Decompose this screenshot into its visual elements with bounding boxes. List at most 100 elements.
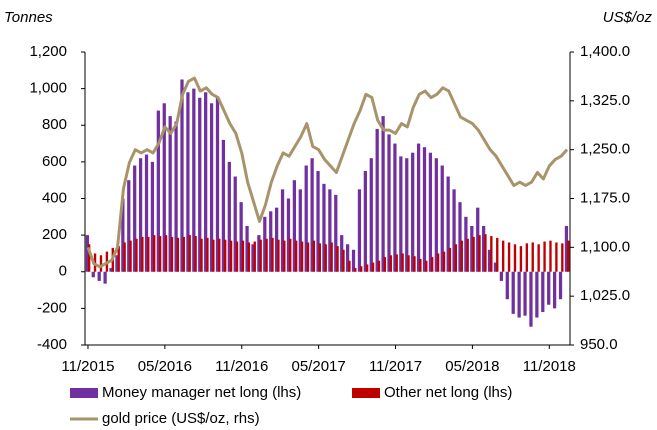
bar bbox=[531, 242, 534, 272]
bar bbox=[452, 189, 456, 272]
bar bbox=[247, 242, 251, 272]
x-tick-label: 05/2017 bbox=[292, 358, 346, 375]
bar bbox=[218, 238, 221, 272]
y2-tick-label: 1,325.0 bbox=[580, 92, 630, 109]
bar bbox=[425, 260, 428, 272]
bar bbox=[121, 198, 125, 272]
bar bbox=[365, 264, 369, 272]
bar bbox=[168, 116, 172, 272]
y2-tick-label: 1,175.0 bbox=[580, 189, 630, 206]
bar bbox=[263, 216, 267, 272]
y2-tick-label: 1,025.0 bbox=[580, 287, 630, 304]
bar bbox=[567, 240, 570, 272]
bar bbox=[434, 158, 438, 272]
bar bbox=[360, 266, 363, 272]
bar bbox=[541, 271, 545, 313]
bar bbox=[436, 253, 440, 272]
bar bbox=[174, 121, 178, 272]
bar bbox=[519, 246, 523, 272]
bar bbox=[547, 271, 551, 305]
bar bbox=[221, 139, 226, 272]
y-axis-title: Tonnes bbox=[4, 9, 53, 26]
bar bbox=[549, 240, 552, 272]
bar bbox=[395, 254, 398, 272]
bar bbox=[440, 165, 444, 272]
x-tick-label: 11/2015 bbox=[61, 358, 114, 375]
bar bbox=[85, 235, 89, 272]
bar bbox=[144, 154, 149, 272]
bar bbox=[245, 225, 249, 272]
bar bbox=[464, 216, 468, 272]
bar bbox=[200, 238, 203, 272]
bar bbox=[496, 237, 499, 272]
bar bbox=[393, 143, 397, 272]
bar bbox=[194, 236, 197, 272]
bar bbox=[446, 176, 450, 272]
bar bbox=[257, 235, 261, 272]
bar bbox=[342, 249, 345, 272]
bar bbox=[294, 240, 298, 272]
bar bbox=[511, 271, 515, 314]
bar bbox=[369, 158, 373, 272]
x-tick-label: 11/2017 bbox=[369, 358, 422, 375]
bar bbox=[259, 239, 262, 272]
bar bbox=[239, 202, 243, 272]
bar bbox=[416, 143, 421, 272]
bar bbox=[300, 241, 304, 272]
bar bbox=[164, 235, 168, 272]
bar bbox=[334, 194, 338, 272]
bar bbox=[135, 238, 138, 272]
bar bbox=[499, 271, 504, 281]
bar bbox=[188, 235, 191, 272]
bar bbox=[377, 260, 381, 272]
legend-label: Other net long (lhs) bbox=[384, 384, 512, 401]
bar bbox=[428, 152, 433, 272]
bar bbox=[235, 241, 239, 272]
bar bbox=[158, 236, 162, 272]
bar bbox=[507, 242, 511, 272]
bar bbox=[472, 236, 475, 272]
bar bbox=[227, 161, 231, 272]
bar bbox=[484, 234, 487, 272]
bar bbox=[97, 271, 101, 281]
bar bbox=[182, 236, 185, 272]
bar bbox=[561, 243, 564, 272]
bar bbox=[99, 255, 103, 272]
bar bbox=[383, 257, 387, 272]
bar bbox=[233, 176, 237, 272]
bar bbox=[354, 268, 357, 272]
bar bbox=[501, 240, 505, 272]
bar bbox=[340, 235, 344, 272]
bar bbox=[241, 240, 245, 272]
bar bbox=[448, 247, 452, 272]
bar bbox=[543, 241, 546, 272]
bar bbox=[371, 262, 375, 272]
bar bbox=[153, 235, 156, 272]
bar bbox=[265, 238, 268, 272]
legend-label: Money manager net long (lhs) bbox=[102, 384, 301, 401]
bar bbox=[133, 165, 137, 272]
y-tick-label: 800 bbox=[42, 116, 67, 133]
y2-axis-title: US$/oz bbox=[603, 9, 653, 26]
bar bbox=[493, 262, 498, 272]
bar bbox=[162, 103, 166, 272]
bar bbox=[304, 165, 308, 272]
bar bbox=[198, 97, 202, 272]
y2-tick-label: 1,250.0 bbox=[580, 141, 630, 158]
bar bbox=[316, 171, 320, 272]
bar bbox=[280, 189, 285, 272]
bar bbox=[345, 244, 350, 272]
bar bbox=[525, 243, 529, 272]
bar bbox=[422, 147, 427, 272]
bar bbox=[328, 189, 332, 272]
bar bbox=[150, 161, 155, 272]
bar bbox=[286, 198, 291, 272]
bar bbox=[109, 268, 113, 272]
bar bbox=[312, 240, 316, 272]
bar bbox=[117, 246, 120, 272]
bar bbox=[399, 156, 403, 272]
bar bbox=[292, 180, 297, 272]
y-tick-label: -200 bbox=[37, 299, 67, 316]
bar bbox=[363, 171, 367, 272]
